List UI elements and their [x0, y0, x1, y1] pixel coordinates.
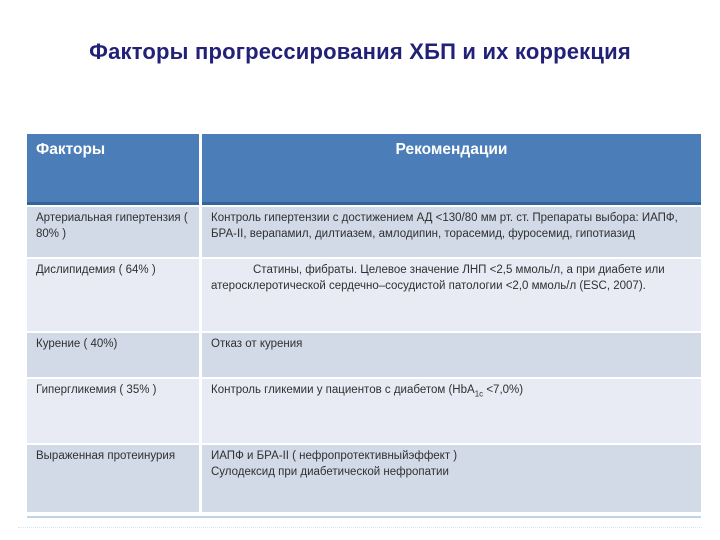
table-row: Дислипидемия ( 64% ) Статины, фибраты. Ц… [27, 259, 701, 331]
table-bottom-border [27, 516, 701, 518]
column-header-recommendations: Рекомендации [202, 134, 701, 205]
recommendation-cell: Контроль гликемии у пациентов с диабетом… [202, 379, 701, 443]
table-header-row: Факторы Рекомендации [27, 134, 701, 205]
factors-table: Факторы Рекомендации Артериальная гиперт… [27, 134, 701, 512]
recommendation-line: ИАПФ и БРА-II ( нефропротективныйэффект … [211, 450, 458, 462]
recommendation-cell: Отказ от курения [202, 333, 701, 377]
column-header-factors: Факторы [27, 134, 199, 205]
factor-cell: Гипергликемия ( 35% ) [27, 379, 199, 443]
factor-cell: Артериальная гипертензия ( 80% ) [27, 207, 199, 257]
factor-cell: Выраженная протеинурия [27, 445, 199, 512]
factor-cell: Курение ( 40%) [27, 333, 199, 377]
recommendation-cell: ИАПФ и БРА-II ( нефропротективныйэффект … [202, 445, 701, 512]
recommendation-cell: Статины, фибраты. Целевое значение ЛНП <… [202, 259, 701, 331]
subscript-text: 1c [474, 389, 484, 399]
factor-cell: Дислипидемия ( 64% ) [27, 259, 199, 331]
recommendation-text: <7,0%) [483, 384, 524, 396]
recommendation-text: Контроль гликемии у пациентов с диабетом… [211, 384, 475, 396]
table-row: Артериальная гипертензия ( 80% ) Контрол… [27, 207, 701, 257]
table-row: Курение ( 40%) Отказ от курения [27, 333, 701, 377]
slide-footer-divider [18, 527, 702, 528]
page-title: Факторы прогрессирования ХБП и их коррек… [89, 39, 631, 64]
table-row: Гипергликемия ( 35% ) Контроль гликемии … [27, 379, 701, 443]
table-row: Выраженная протеинурия ИАПФ и БРА-II ( н… [27, 445, 701, 512]
recommendation-cell: Контроль гипертензии с достижением АД <1… [202, 207, 701, 257]
recommendation-line: Сулодексид при диабетической нефропатии [211, 465, 449, 478]
